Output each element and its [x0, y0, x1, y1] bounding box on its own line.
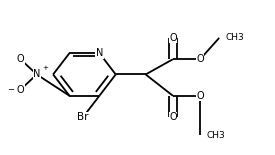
Text: O: O [196, 91, 204, 101]
Text: O: O [16, 85, 24, 95]
Text: O: O [169, 33, 177, 43]
Text: +: + [43, 65, 49, 71]
Text: O: O [169, 112, 177, 122]
Text: CH3: CH3 [207, 131, 226, 140]
Text: O: O [16, 54, 24, 64]
Text: N: N [96, 48, 103, 58]
Text: N: N [33, 69, 40, 80]
Text: O: O [196, 54, 204, 64]
Text: −: − [7, 85, 15, 94]
Text: Br: Br [77, 112, 89, 122]
Text: CH3: CH3 [226, 33, 245, 42]
